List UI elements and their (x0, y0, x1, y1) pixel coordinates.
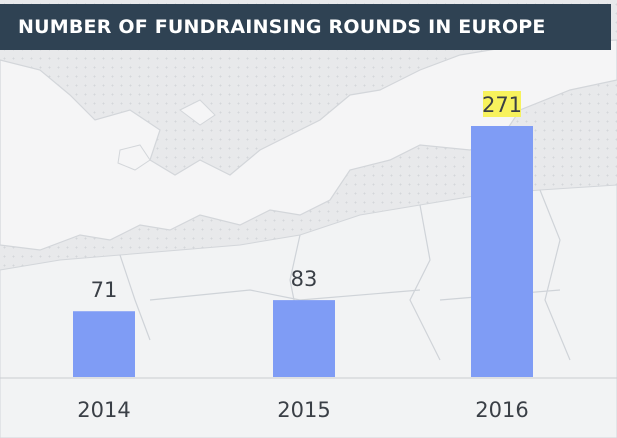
bar-2016 (471, 126, 533, 377)
bar-2015 (273, 300, 335, 377)
value-label-2015: 83 (291, 267, 318, 291)
value-label-2014: 71 (91, 278, 118, 302)
chart-title: NUMBER OF FUNDRAINSING ROUNDS IN EUROPE (0, 4, 611, 50)
value-label-2016: 271 (482, 93, 522, 117)
map-landmass-north (0, 39, 617, 251)
bar-2014 (73, 311, 135, 377)
bars-layer (73, 126, 533, 377)
category-label-2016: 2016 (475, 398, 528, 422)
map-island (117, 99, 216, 171)
value-highlight-2016 (483, 91, 521, 117)
category-label-2014: 2014 (77, 398, 130, 422)
category-label-2015: 2015 (277, 398, 330, 422)
labels-layer: 71 2014 83 2015 271 2016 (77, 91, 529, 422)
